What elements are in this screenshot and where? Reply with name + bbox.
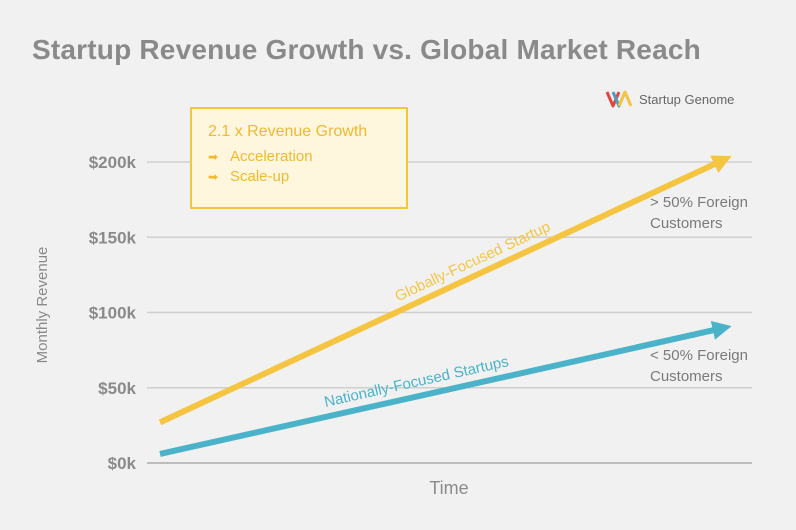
series-line-national [159,320,732,457]
series-annotation: > 50% Foreign [650,194,748,211]
chart-title: Startup Revenue Growth vs. Global Market… [32,34,701,65]
y-tick-label: $200k [89,153,137,172]
revenue-growth-callout: 2.1 x Revenue Growth ➡ Acceleration ➡ Sc… [190,107,408,209]
y-tick-label: $0k [108,454,137,473]
y-tick-label: $50k [98,379,136,398]
right-arrow-icon: ➡ [208,150,219,164]
brand-logo: Startup Genome [605,88,734,110]
series-line-global [158,155,732,426]
brand-name: Startup Genome [639,91,735,107]
y-axis-label: Monthly Revenue [34,247,51,364]
x-axis-label: Time [429,478,468,498]
series-annotation: Customers [650,215,723,232]
series-annotation: Customers [650,368,723,385]
startup-genome-logo-icon [605,90,633,108]
callout-item-label: Scale-up [230,168,290,185]
y-tick-label: $100k [89,304,137,323]
right-arrow-icon: ➡ [208,170,219,184]
y-tick-label: $150k [89,228,137,247]
series-label-global: Globally-Focused Startup [392,218,553,305]
callout-headline: 2.1 x Revenue Growth [208,123,368,140]
callout-item-scale-up: ➡ Scale-up [208,167,406,187]
callout-item-acceleration: ➡ Acceleration [208,147,406,167]
callout-item-label: Acceleration [230,148,313,165]
series-annotation: < 50% Foreign [650,347,748,364]
